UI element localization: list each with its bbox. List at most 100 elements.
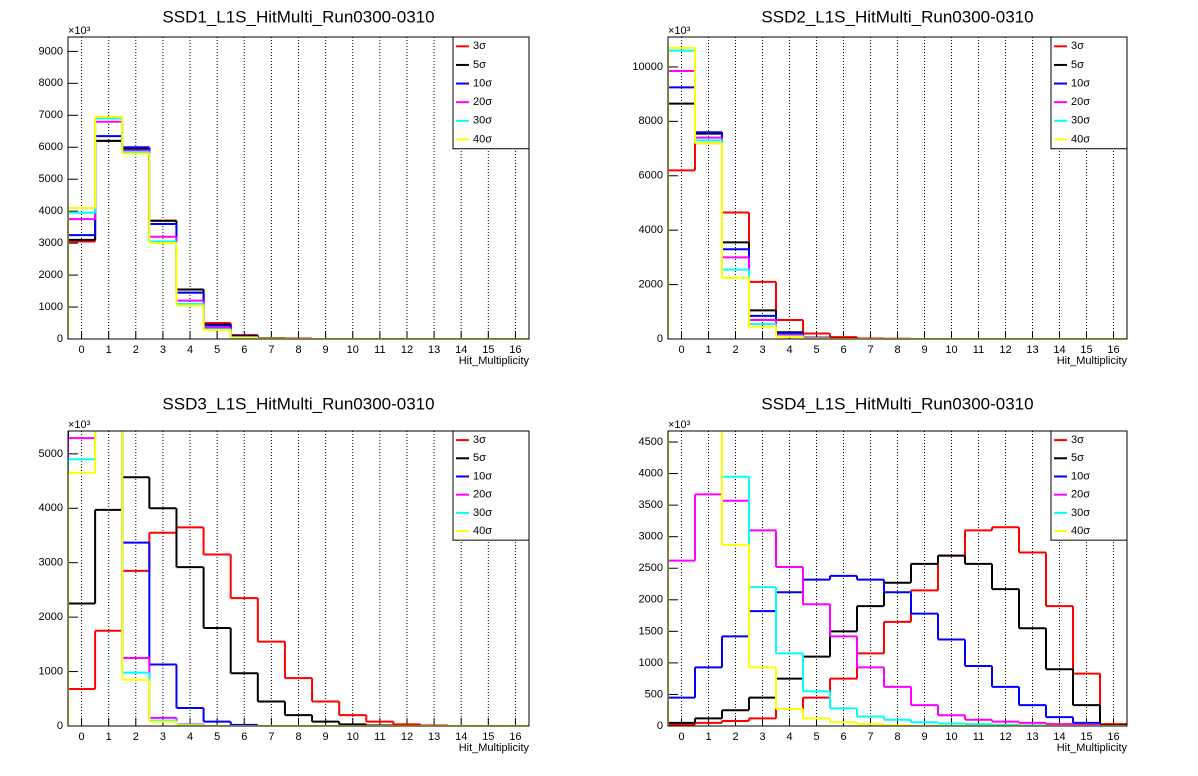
legend-label: 40σ [473, 525, 492, 537]
legend-label: 3σ [1071, 40, 1084, 52]
x-tick-label: 4 [187, 731, 193, 743]
histograms [668, 431, 1127, 726]
x-tick-label: 14 [1053, 731, 1065, 743]
x-axis-label: Hit_Multiplicity [1057, 742, 1128, 754]
chart-title: SSD2_L1S_HitMulti_Run0300-0310 [761, 7, 1033, 26]
y-exponent-label: ×10³ [68, 419, 91, 431]
histogram-series [668, 526, 1127, 726]
legend: 3σ 5σ 10σ 20σ 30σ 40σ [1050, 36, 1128, 150]
legend: 3σ 5σ 10σ 20σ 30σ 40σ [452, 36, 530, 150]
legend-label: 10σ [473, 470, 492, 482]
x-tick-label: 7 [867, 731, 873, 743]
x-tick-label: 2 [732, 731, 738, 743]
x-tick-label: 1 [705, 731, 711, 743]
x-tick-label: 14 [1053, 344, 1065, 356]
x-tick-label: 14 [455, 731, 467, 743]
x-tick-label: 6 [840, 731, 846, 743]
y-tick-label: 2000 [39, 611, 63, 623]
x-tick-label: 1 [106, 731, 112, 743]
x-tick-label: 1 [705, 344, 711, 356]
y-tick-label: 4000 [39, 205, 63, 217]
x-tick-label: 8 [295, 344, 301, 356]
legend-label: 10σ [1071, 77, 1090, 89]
histograms [68, 115, 529, 339]
legend-box [452, 36, 530, 150]
legend-label: 20σ [1071, 489, 1090, 501]
y-tick-label: 4000 [39, 502, 63, 514]
x-tick-label: 16 [1107, 731, 1119, 743]
plot-frame [667, 430, 1128, 727]
y-tick-label: 8000 [39, 77, 63, 89]
y-tick-label: 10000 [632, 61, 663, 73]
x-tick-label: 5 [813, 344, 819, 356]
histograms [68, 431, 529, 726]
x-tick-label: 0 [78, 344, 84, 356]
x-tick-label: 2 [133, 731, 139, 743]
x-tick-label: 14 [455, 344, 467, 356]
legend-label: 40σ [473, 133, 492, 145]
histogram-series [668, 46, 1127, 339]
x-tick-label: 10 [347, 731, 359, 743]
y-tick-label: 1500 [639, 625, 663, 637]
x-axis-label: Hit_Multiplicity [1057, 355, 1128, 367]
x-tick-label: 7 [867, 344, 873, 356]
histogram-series [68, 139, 529, 339]
x-tick-label: 16 [509, 344, 521, 356]
histogram-series [668, 574, 1127, 726]
x-tick-label: 9 [921, 344, 927, 356]
plot-frame [667, 36, 1128, 340]
histograms [668, 46, 1127, 339]
x-tick-label: 11 [973, 344, 984, 356]
legend: 3σ 5σ 10σ 20σ 30σ 40σ [452, 430, 530, 541]
x-tick-label: 3 [160, 344, 166, 356]
y-tick-label: 0 [657, 720, 663, 732]
legend-label: 3σ [473, 434, 486, 446]
x-tick-label: 0 [678, 731, 684, 743]
y-tick-label: 4000 [639, 467, 663, 479]
y-exponent-label: ×10³ [668, 419, 691, 431]
x-tick-label: 15 [482, 731, 494, 743]
y-tick-label: 500 [645, 688, 663, 700]
chart-title: SSD3_L1S_HitMulti_Run0300-0310 [162, 394, 434, 413]
y-tick-label: 6000 [39, 141, 63, 153]
x-tick-label: 10 [347, 344, 359, 356]
x-tick-label: 0 [78, 731, 84, 743]
legend-box [452, 430, 530, 541]
legend-label: 40σ [1071, 525, 1090, 537]
y-tick-label: 7000 [39, 109, 63, 121]
chart-title: SSD1_L1S_HitMulti_Run0300-0310 [162, 7, 434, 26]
x-axis-label: Hit_Multiplicity [459, 355, 530, 367]
y-tick-label: 0 [657, 333, 663, 345]
x-tick-label: 4 [187, 344, 193, 356]
y-tick-label: 0 [57, 720, 63, 732]
x-tick-label: 12 [999, 731, 1011, 743]
y-tick-label: 3000 [39, 557, 63, 569]
legend-label: 10σ [473, 77, 492, 89]
x-tick-label: 1 [106, 344, 112, 356]
x-tick-label: 12 [999, 344, 1011, 356]
histogram-series [68, 139, 529, 339]
x-tick-label: 2 [732, 344, 738, 356]
y-tick-label: 1000 [39, 665, 63, 677]
legend-label: 20σ [473, 489, 492, 501]
x-tick-label: 8 [894, 731, 900, 743]
legend-label: 5σ [1071, 59, 1084, 71]
x-tick-label: 9 [323, 731, 329, 743]
x-tick-label: 13 [1026, 344, 1038, 356]
y-tick-label: 3500 [639, 499, 663, 511]
x-tick-label: 4 [786, 731, 792, 743]
legend-label: 20σ [473, 96, 492, 108]
legend-label: 3σ [1071, 434, 1084, 446]
y-tick-label: 2000 [639, 278, 663, 290]
x-axis-label: Hit_Multiplicity [459, 742, 530, 754]
plot-frame [67, 36, 530, 340]
legend-label: 30σ [473, 115, 492, 127]
x-tick-label: 9 [323, 344, 329, 356]
legend-box [1050, 430, 1128, 541]
x-tick-label: 15 [1080, 731, 1092, 743]
x-tick-label: 5 [813, 731, 819, 743]
x-tick-label: 0 [678, 344, 684, 356]
